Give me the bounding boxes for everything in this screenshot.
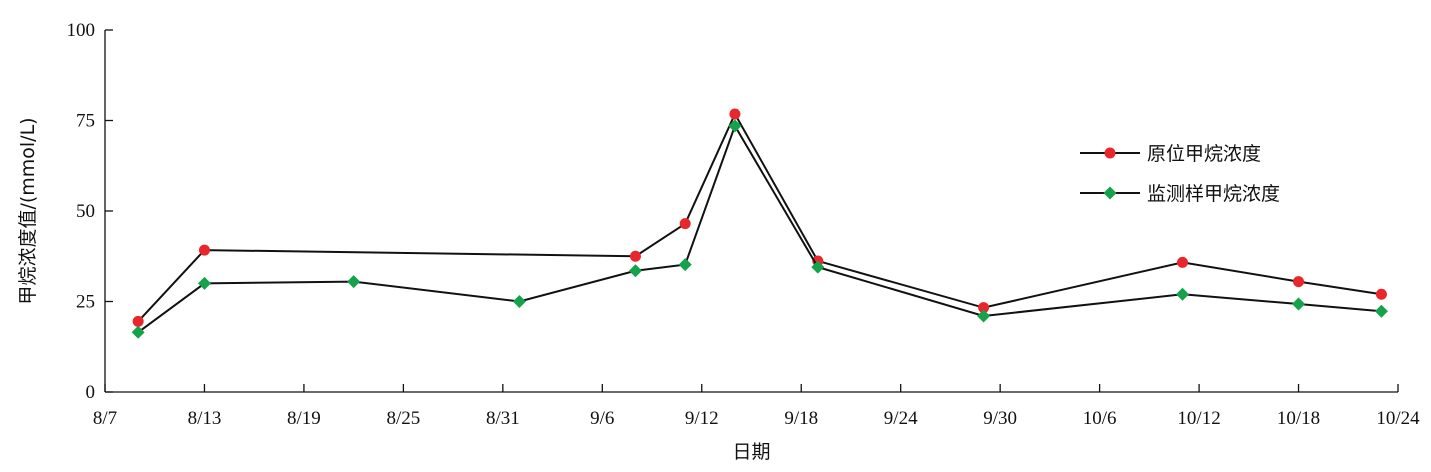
series-1-line <box>137 111 1382 323</box>
series-1-point <box>978 302 990 314</box>
x-tick-label: 8/31 <box>486 408 520 429</box>
y-tick-label: 100 <box>67 20 96 41</box>
x-tick-label: 9/12 <box>685 408 719 429</box>
series-2-point <box>811 260 825 274</box>
series-1-point <box>1293 276 1305 288</box>
series-1-point <box>679 218 691 230</box>
legend-marker-1 <box>1104 147 1116 159</box>
series-2-point <box>1292 297 1306 311</box>
y-axis-title: 甲烷浓度值/(mmol/L) <box>17 117 39 304</box>
y-tick-label: 0 <box>86 382 96 403</box>
series-2-point <box>512 295 526 308</box>
x-tick-label: 10/18 <box>1277 408 1320 429</box>
series-2-point <box>728 119 742 133</box>
series-1-point <box>629 250 641 262</box>
y-tick-label: 75 <box>76 111 95 132</box>
x-tick-label: 8/13 <box>188 408 222 429</box>
x-tick-label: 10/24 <box>1376 408 1420 429</box>
x-tick-label: 9/24 <box>884 408 918 429</box>
x-tick-label: 9/6 <box>590 408 614 429</box>
x-tick-label: 8/19 <box>287 408 321 429</box>
axes: 0 25 50 75 100 8/7 8/13 8/19 8/25 8/31 9/6 9/12 9/18… <box>67 20 1421 429</box>
series-2-line <box>137 123 1382 334</box>
y-tick-label: 25 <box>76 292 95 313</box>
x-tick-label: 9/30 <box>983 408 1017 429</box>
x-tick-label: 8/7 <box>93 408 117 429</box>
x-axis-title: 日期 <box>732 441 770 463</box>
series-2-point <box>977 309 991 323</box>
series-2-point <box>131 325 145 339</box>
series-2 <box>131 119 1388 339</box>
x-tick-label: 9/18 <box>784 408 818 429</box>
series-1-point <box>1177 256 1188 268</box>
series-2-point <box>628 264 642 278</box>
legend-marker-2 <box>1103 186 1117 200</box>
series-1 <box>132 108 1387 327</box>
x-tick-label: 8/25 <box>386 408 420 429</box>
series-2-point <box>678 258 692 272</box>
x-tick-label: 10/12 <box>1177 408 1220 429</box>
series-2-point <box>1374 304 1388 318</box>
series-1-point <box>198 244 210 256</box>
series-layer <box>131 108 1388 339</box>
legend-label-1: 原位甲烷浓度 <box>1147 143 1261 165</box>
series-1-point <box>1375 288 1387 300</box>
series-1-point <box>132 315 144 327</box>
series-2-point <box>197 276 211 290</box>
series-2-point <box>347 275 361 289</box>
legend-label-2: 监测样甲烷浓度 <box>1147 183 1280 205</box>
y-tick-label: 50 <box>76 201 95 222</box>
series-1-point <box>729 108 741 120</box>
x-tick-label: 10/6 <box>1083 408 1117 429</box>
series-2-point <box>1176 287 1189 301</box>
